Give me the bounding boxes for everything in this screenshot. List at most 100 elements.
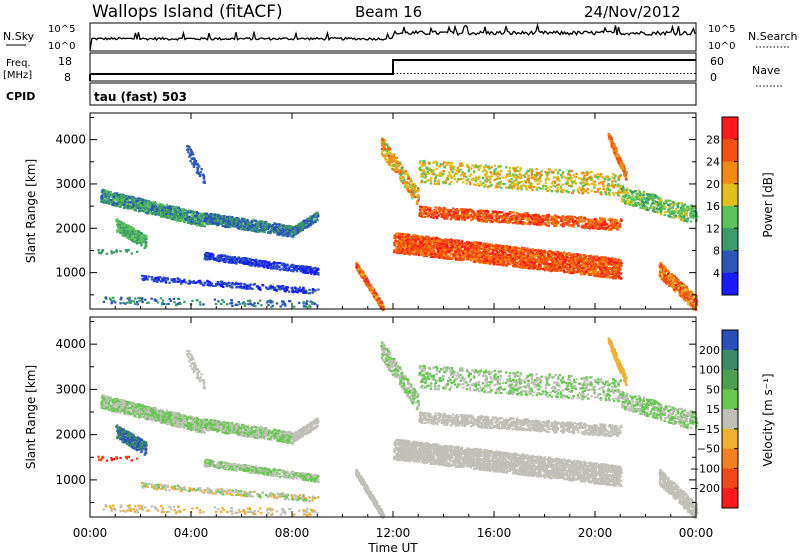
range-gate-cell <box>123 196 125 198</box>
range-gate-cell <box>260 226 262 228</box>
range-gate-cell <box>193 166 195 168</box>
range-gate-cell <box>408 177 410 179</box>
range-gate-cell <box>411 183 413 185</box>
range-gate-cell <box>310 269 312 271</box>
range-gate-cell <box>263 231 265 233</box>
range-gate-cell <box>212 285 214 287</box>
range-gate-cell <box>215 219 217 221</box>
range-gate-cell <box>236 260 238 262</box>
range-gate-cell <box>480 248 482 250</box>
range-gate-cell <box>297 230 299 232</box>
range-gate-cell <box>375 296 377 298</box>
range-gate-cell <box>131 252 133 254</box>
range-gate-cell <box>201 222 203 224</box>
range-gate-cell <box>386 143 388 145</box>
range-gate-cell <box>156 281 158 283</box>
range-gate-cell <box>226 285 228 287</box>
nsky-panel: N.Sky 10^5 10^0 10^5 10^0 N.Search <box>3 23 798 52</box>
range-gate-cell <box>111 252 113 254</box>
range-gate-cell <box>187 216 189 218</box>
range-gate-cell <box>141 275 143 277</box>
range-gate-cell <box>204 282 206 284</box>
range-gate-cell <box>255 220 257 222</box>
range-gate-cell <box>537 256 539 258</box>
range-gate-cell <box>481 262 483 264</box>
range-gate-cell <box>274 287 276 289</box>
range-gate-cell <box>184 209 186 211</box>
range-gate-cell <box>304 271 306 273</box>
range-gate-cell <box>200 214 202 216</box>
range-gate-cell <box>205 220 207 222</box>
range-gate-cell <box>119 193 121 195</box>
range-gate-cell <box>295 266 297 268</box>
range-gate-cell <box>243 220 245 222</box>
range-gate-cell <box>305 220 307 222</box>
range-gate-cell <box>245 229 247 231</box>
range-gate-cell <box>278 286 280 288</box>
range-gate-cell <box>502 259 504 261</box>
freq-label: Freq. <box>6 58 31 69</box>
range-gate-cell <box>359 271 361 273</box>
range-gate-cell <box>202 224 204 226</box>
range-gate-cell <box>153 206 155 208</box>
range-gate-cell <box>588 270 590 272</box>
range-gate-cell <box>139 236 141 238</box>
range-gate-cell <box>252 219 254 221</box>
range-gate-cell <box>267 267 269 269</box>
range-gate-cell <box>275 289 277 291</box>
range-gate-cell <box>163 207 165 209</box>
range-gate-cell <box>223 220 225 222</box>
range-gate-cell <box>282 264 284 266</box>
range-gate-cell <box>123 232 125 234</box>
range-gate-cell <box>273 228 275 230</box>
range-gate-cell <box>142 239 144 241</box>
range-gate-cell <box>187 211 189 213</box>
range-gate-cell <box>196 167 198 169</box>
range-gate-cell <box>215 284 217 286</box>
range-gate-cell <box>307 266 309 268</box>
range-gate-cell <box>220 254 222 256</box>
range-gate-cell <box>208 281 210 283</box>
range-gate-cell <box>217 224 219 226</box>
range-gate-cell <box>173 215 175 217</box>
range-gate-cell <box>145 241 147 243</box>
range-gate-cell <box>223 283 225 285</box>
range-gate-cell <box>241 218 243 220</box>
range-gate-cell <box>128 196 130 198</box>
range-gate-cell <box>138 210 140 212</box>
range-gate-cell <box>251 288 253 290</box>
range-gate-cell <box>138 240 140 242</box>
range-gate-cell <box>182 209 184 211</box>
range-gate-cell <box>131 197 133 199</box>
range-gate-cell <box>285 269 287 271</box>
range-gate-cell <box>201 217 203 219</box>
range-gate-cell <box>141 199 143 201</box>
range-gate-cell <box>305 290 307 292</box>
range-gate-cell <box>192 210 194 212</box>
range-gate-cell <box>172 211 174 213</box>
range-gate-cell <box>112 193 114 195</box>
range-gate-cell <box>251 226 253 228</box>
range-gate-cell <box>168 282 170 284</box>
range-gate-cell <box>238 256 240 258</box>
range-gate-cell <box>168 212 170 214</box>
range-gate-cell <box>399 162 401 164</box>
range-gate-cell <box>191 221 193 223</box>
range-gate-cell <box>117 194 119 196</box>
range-gate-cell <box>278 227 280 229</box>
range-gate-cell <box>414 196 416 198</box>
range-gate-cell <box>569 266 571 268</box>
range-gate-cell <box>299 287 301 289</box>
range-gate-cell <box>133 209 135 211</box>
range-gate-cell <box>283 290 285 292</box>
range-gate-cell <box>368 283 370 285</box>
range-gate-cell <box>131 199 133 201</box>
range-gate-cell <box>242 262 244 264</box>
range-gate-cell <box>248 287 250 289</box>
range-gate-cell <box>248 225 250 227</box>
range-gate-cell <box>288 291 290 293</box>
range-gate-cell <box>203 178 205 180</box>
range-gate-cell <box>242 227 244 229</box>
range-gate-cell <box>252 259 254 261</box>
range-gate-cell <box>517 247 519 249</box>
